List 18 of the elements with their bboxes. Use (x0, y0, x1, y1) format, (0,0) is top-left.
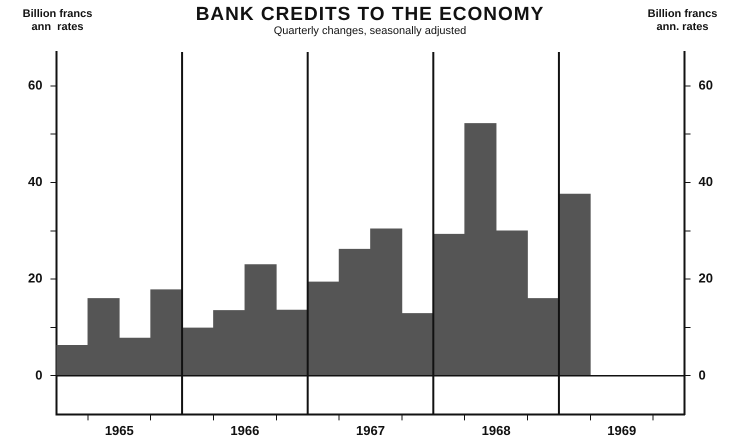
y2-tick-label: 40 (698, 174, 714, 190)
bar (558, 194, 591, 376)
y2-tick-label: 20 (698, 270, 714, 286)
x-tick-label: 1968 (482, 422, 511, 438)
y-tick-label: 60 (28, 77, 42, 92)
x-tick-label: 1967 (356, 422, 385, 438)
chart-subtitle: Quarterly changes, seasonally adjusted (272, 25, 468, 37)
x-tick-label: 1966 (230, 422, 260, 438)
chart-title: BANK CREDITS TO THE ECONOMY (194, 4, 546, 26)
y-tick-label: 0 (35, 367, 42, 382)
y-axis-title: Billion francs ann rates (22, 8, 94, 34)
y2-tick-label: 0 (698, 367, 706, 382)
y-tick-label: 40 (28, 174, 42, 190)
x-tick-label: 1965 (104, 422, 134, 438)
y2-tick-label: 60 (698, 77, 714, 92)
y2-axis-title: Billion francs ann. rates (646, 8, 718, 34)
x-tick-label: 1969 (607, 422, 636, 438)
y-tick-label: 20 (28, 270, 42, 286)
